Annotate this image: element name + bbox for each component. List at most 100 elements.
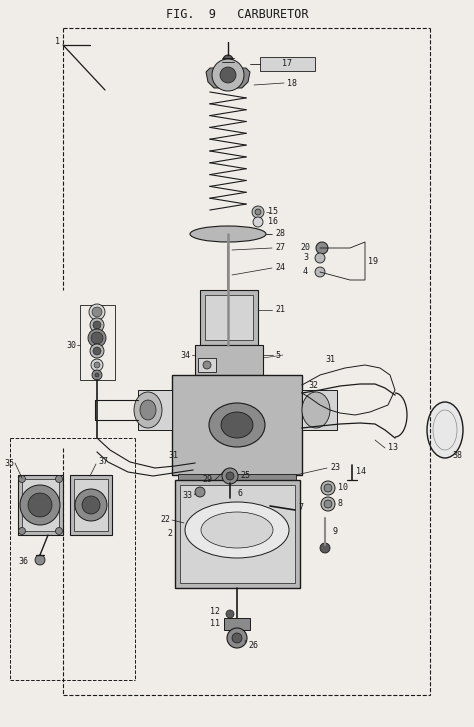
- Circle shape: [203, 361, 211, 369]
- Circle shape: [18, 475, 26, 483]
- Text: 3: 3: [303, 254, 308, 262]
- Ellipse shape: [221, 412, 253, 438]
- Ellipse shape: [134, 392, 162, 428]
- Text: 23: 23: [330, 464, 340, 473]
- Circle shape: [82, 496, 100, 514]
- Circle shape: [90, 318, 104, 332]
- Circle shape: [93, 347, 101, 355]
- Bar: [175, 480, 300, 588]
- Text: 1: 1: [55, 38, 60, 47]
- Text: 31: 31: [325, 356, 335, 364]
- Text: 25: 25: [240, 472, 250, 481]
- Bar: [172, 375, 302, 475]
- Ellipse shape: [185, 502, 289, 558]
- Text: 29: 29: [202, 475, 212, 484]
- Text: 24: 24: [275, 263, 285, 273]
- Ellipse shape: [201, 512, 273, 548]
- Text: 4: 4: [303, 268, 308, 276]
- Circle shape: [55, 475, 63, 483]
- Circle shape: [226, 610, 234, 618]
- Text: 31: 31: [168, 451, 178, 459]
- Text: 37: 37: [98, 457, 108, 467]
- Circle shape: [92, 370, 102, 380]
- Polygon shape: [206, 68, 250, 88]
- Ellipse shape: [427, 402, 463, 458]
- Circle shape: [91, 359, 103, 371]
- Text: 13: 13: [388, 443, 398, 452]
- Text: 14: 14: [356, 467, 366, 476]
- Circle shape: [320, 543, 330, 553]
- Ellipse shape: [140, 400, 156, 420]
- Text: 38: 38: [452, 451, 462, 459]
- Circle shape: [20, 485, 60, 525]
- Bar: [195, 345, 263, 375]
- Circle shape: [253, 217, 263, 227]
- Text: 32: 32: [308, 380, 318, 390]
- Text: 18: 18: [287, 79, 297, 87]
- Text: 16: 16: [268, 217, 278, 227]
- Text: 28: 28: [275, 230, 285, 238]
- Text: 8: 8: [338, 499, 343, 508]
- Text: 27: 27: [275, 244, 285, 252]
- Bar: [224, 618, 250, 630]
- Circle shape: [89, 304, 105, 320]
- Circle shape: [212, 59, 244, 91]
- Circle shape: [252, 206, 264, 218]
- Circle shape: [321, 481, 335, 495]
- Circle shape: [315, 267, 325, 277]
- Circle shape: [255, 209, 261, 215]
- Text: 17: 17: [282, 60, 292, 68]
- Circle shape: [315, 253, 325, 263]
- Bar: [22, 479, 59, 531]
- Circle shape: [316, 242, 328, 254]
- Bar: [74, 479, 108, 531]
- Text: 30: 30: [66, 340, 76, 350]
- Circle shape: [55, 528, 63, 534]
- Text: 5: 5: [275, 350, 280, 359]
- Bar: [198, 358, 216, 372]
- Circle shape: [93, 321, 101, 329]
- Text: 19: 19: [368, 257, 378, 267]
- Bar: [205, 295, 253, 340]
- Text: 11: 11: [210, 619, 220, 629]
- Bar: [138, 390, 172, 430]
- Text: 22: 22: [160, 515, 170, 524]
- Circle shape: [220, 67, 236, 83]
- Text: 36: 36: [18, 558, 28, 566]
- Ellipse shape: [209, 403, 265, 447]
- Text: 15: 15: [268, 207, 278, 217]
- Circle shape: [232, 633, 242, 643]
- Circle shape: [223, 55, 233, 65]
- Text: 21: 21: [275, 305, 285, 315]
- Circle shape: [90, 344, 104, 358]
- Circle shape: [91, 332, 103, 344]
- Ellipse shape: [302, 392, 330, 428]
- Text: 7: 7: [298, 502, 303, 512]
- Circle shape: [222, 468, 238, 484]
- Bar: [178, 474, 296, 481]
- Circle shape: [92, 307, 102, 317]
- Bar: [260, 57, 315, 71]
- Bar: [80, 305, 115, 380]
- Circle shape: [94, 362, 100, 368]
- Circle shape: [324, 484, 332, 492]
- Circle shape: [28, 493, 52, 517]
- Text: 9: 9: [333, 528, 338, 537]
- Bar: [70, 475, 112, 535]
- Circle shape: [18, 528, 26, 534]
- Circle shape: [35, 555, 45, 565]
- Bar: [180, 485, 295, 583]
- Circle shape: [227, 628, 247, 648]
- Circle shape: [95, 373, 99, 377]
- Circle shape: [226, 472, 234, 480]
- Text: 26: 26: [248, 640, 258, 649]
- Bar: [200, 290, 258, 345]
- Text: 20: 20: [300, 244, 310, 252]
- Text: 35: 35: [4, 459, 14, 467]
- Text: 12: 12: [210, 608, 220, 616]
- Text: 2: 2: [167, 529, 172, 539]
- Circle shape: [75, 489, 107, 521]
- Text: 34: 34: [180, 350, 190, 359]
- Text: 33: 33: [182, 491, 192, 499]
- Bar: [18, 475, 63, 535]
